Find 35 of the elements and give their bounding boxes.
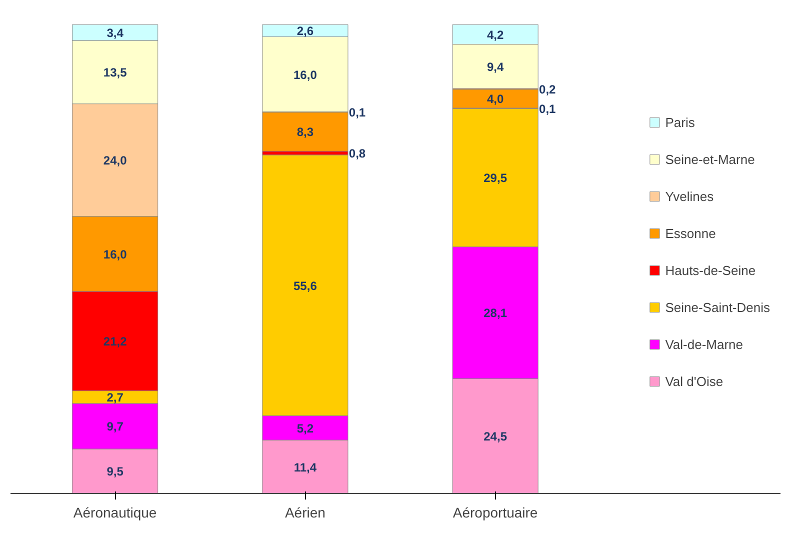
data-label: 5,2 bbox=[296, 421, 314, 436]
data-label: 4,2 bbox=[486, 28, 504, 42]
data-label: 13,5 bbox=[103, 66, 128, 80]
x-tick-label: Aéroportuaire bbox=[452, 504, 538, 520]
data-label: 0,2 bbox=[539, 82, 556, 96]
data-label: 2,7 bbox=[106, 390, 124, 405]
x-tick-label: Aérien bbox=[284, 504, 326, 520]
legend-label: Yvelines bbox=[665, 188, 714, 204]
data-label: 21,2 bbox=[103, 334, 128, 349]
data-label: 4,0 bbox=[486, 92, 504, 106]
x-tick-label: Aéronautique bbox=[73, 504, 157, 520]
data-label: 0,1 bbox=[348, 106, 366, 120]
legend-label: Val d'Oise bbox=[665, 374, 724, 388]
data-label: 29,5 bbox=[484, 171, 508, 186]
data-label: 24,5 bbox=[484, 430, 508, 444]
data-label: 0,1 bbox=[539, 102, 556, 116]
legend-label: Hauts-de-Seine bbox=[665, 262, 756, 278]
data-label: 11,4 bbox=[294, 460, 317, 474]
legend-label: Seine-et-Marne bbox=[665, 152, 755, 166]
data-label: 9,4 bbox=[486, 60, 504, 74]
data-label: 9,7 bbox=[106, 420, 124, 434]
data-label: 0,8 bbox=[348, 146, 366, 161]
data-label: 24,0 bbox=[103, 154, 128, 168]
data-label: 16,0 bbox=[103, 247, 128, 262]
data-label: 28,1 bbox=[484, 306, 508, 320]
data-label: 3,4 bbox=[106, 26, 124, 40]
data-label: 8,3 bbox=[296, 125, 314, 140]
data-label: 16,0 bbox=[294, 68, 318, 82]
data-label: 9,5 bbox=[106, 464, 124, 479]
data-label: 2,6 bbox=[296, 24, 314, 38]
legend-label: Seine-Saint-Denis bbox=[665, 300, 770, 314]
legend-label: Paris bbox=[665, 114, 695, 130]
legend-label: Val-de-Marne bbox=[665, 336, 744, 352]
data-label: 55,6 bbox=[294, 278, 318, 293]
legend-label: Essonne bbox=[665, 226, 716, 240]
